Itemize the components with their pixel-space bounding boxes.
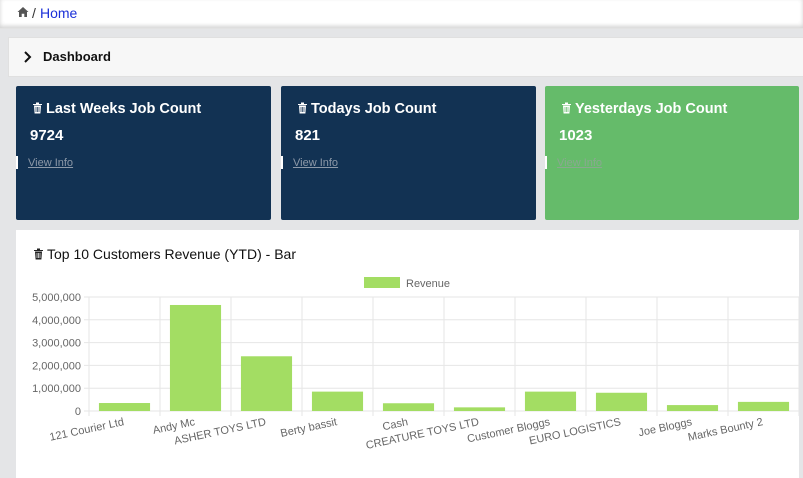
bar <box>595 392 648 411</box>
y-tick-label: 5,000,000 <box>32 292 81 304</box>
breadcrumb: / Home <box>0 0 803 29</box>
card-title-text: Yesterdays Job Count <box>575 101 728 117</box>
chart-panel-title-text: Top 10 Customers Revenue (YTD) - Bar <box>47 246 296 262</box>
bar <box>311 391 364 411</box>
card-divider <box>16 156 18 169</box>
y-tick-label: 1,000,000 <box>32 383 81 395</box>
card-title: Last Weeks Job Count <box>32 101 201 117</box>
x-tick-label: Joe Bloggs <box>637 416 693 439</box>
bar <box>382 403 435 411</box>
breadcrumb-home-link[interactable]: Home <box>40 5 78 21</box>
legend-swatch <box>364 277 400 288</box>
bar <box>666 405 719 411</box>
view-info-link[interactable]: View Info <box>557 157 603 169</box>
revenue-bar-chart: 0 1,000,000 2,000,000 3,000,000 4,000,000 5,0… <box>32 277 799 452</box>
card-divider <box>545 156 547 169</box>
bar <box>524 391 577 411</box>
bar <box>240 356 293 411</box>
chart-panel-title: Top 10 Customers Revenue (YTD) - Bar <box>33 246 296 262</box>
trash-icon <box>33 102 42 114</box>
bar <box>453 407 506 411</box>
card-value: 1023 <box>559 127 593 144</box>
card-value: 9724 <box>30 127 64 144</box>
trash-icon <box>34 248 43 260</box>
bar <box>737 401 790 411</box>
x-tick-label: 121 Courier Ltd <box>48 416 125 444</box>
trash-icon <box>298 102 307 114</box>
dashboard-section-header[interactable]: Dashboard <box>8 37 803 77</box>
card-title: Todays Job Count <box>297 101 436 117</box>
legend-label: Revenue <box>406 278 450 290</box>
x-tick-label: Berty bassit <box>279 416 338 440</box>
x-tick-label: Cash <box>382 416 410 433</box>
chart-panel: Top 10 Customers Revenue (YTD) - Bar 0 1,… <box>16 230 799 478</box>
card-title-text: Todays Job Count <box>311 101 437 117</box>
y-tick-label: 2,000,000 <box>32 360 81 372</box>
card-yesterdays-job-count: Yesterdays Job Count 1023 View Info <box>545 86 799 220</box>
dashboard-title: Dashboard <box>43 49 111 64</box>
y-tick-label: 4,000,000 <box>32 315 81 327</box>
y-tick-label: 0 <box>75 406 81 418</box>
view-info-link[interactable]: View Info <box>293 157 339 169</box>
y-tick-label: 3,000,000 <box>32 338 81 350</box>
chevron-right-icon[interactable] <box>23 50 33 64</box>
card-todays-job-count: Todays Job Count 821 View Info <box>281 86 536 220</box>
view-info-link[interactable]: View Info <box>28 157 74 169</box>
card-value: 821 <box>295 127 321 144</box>
card-divider <box>281 156 283 169</box>
card-last-weeks-job-count: Last Weeks Job Count 9724 View Info <box>16 86 271 220</box>
bar <box>98 403 151 411</box>
breadcrumb-separator: / <box>32 5 36 21</box>
home-icon[interactable] <box>17 6 29 18</box>
trash-icon <box>562 102 571 114</box>
card-title: Yesterdays Job Count <box>561 101 727 117</box>
x-tick-label: Marks Bounty 2 <box>687 416 764 444</box>
card-title-text: Last Weeks Job Count <box>46 101 202 117</box>
bar <box>169 304 222 411</box>
